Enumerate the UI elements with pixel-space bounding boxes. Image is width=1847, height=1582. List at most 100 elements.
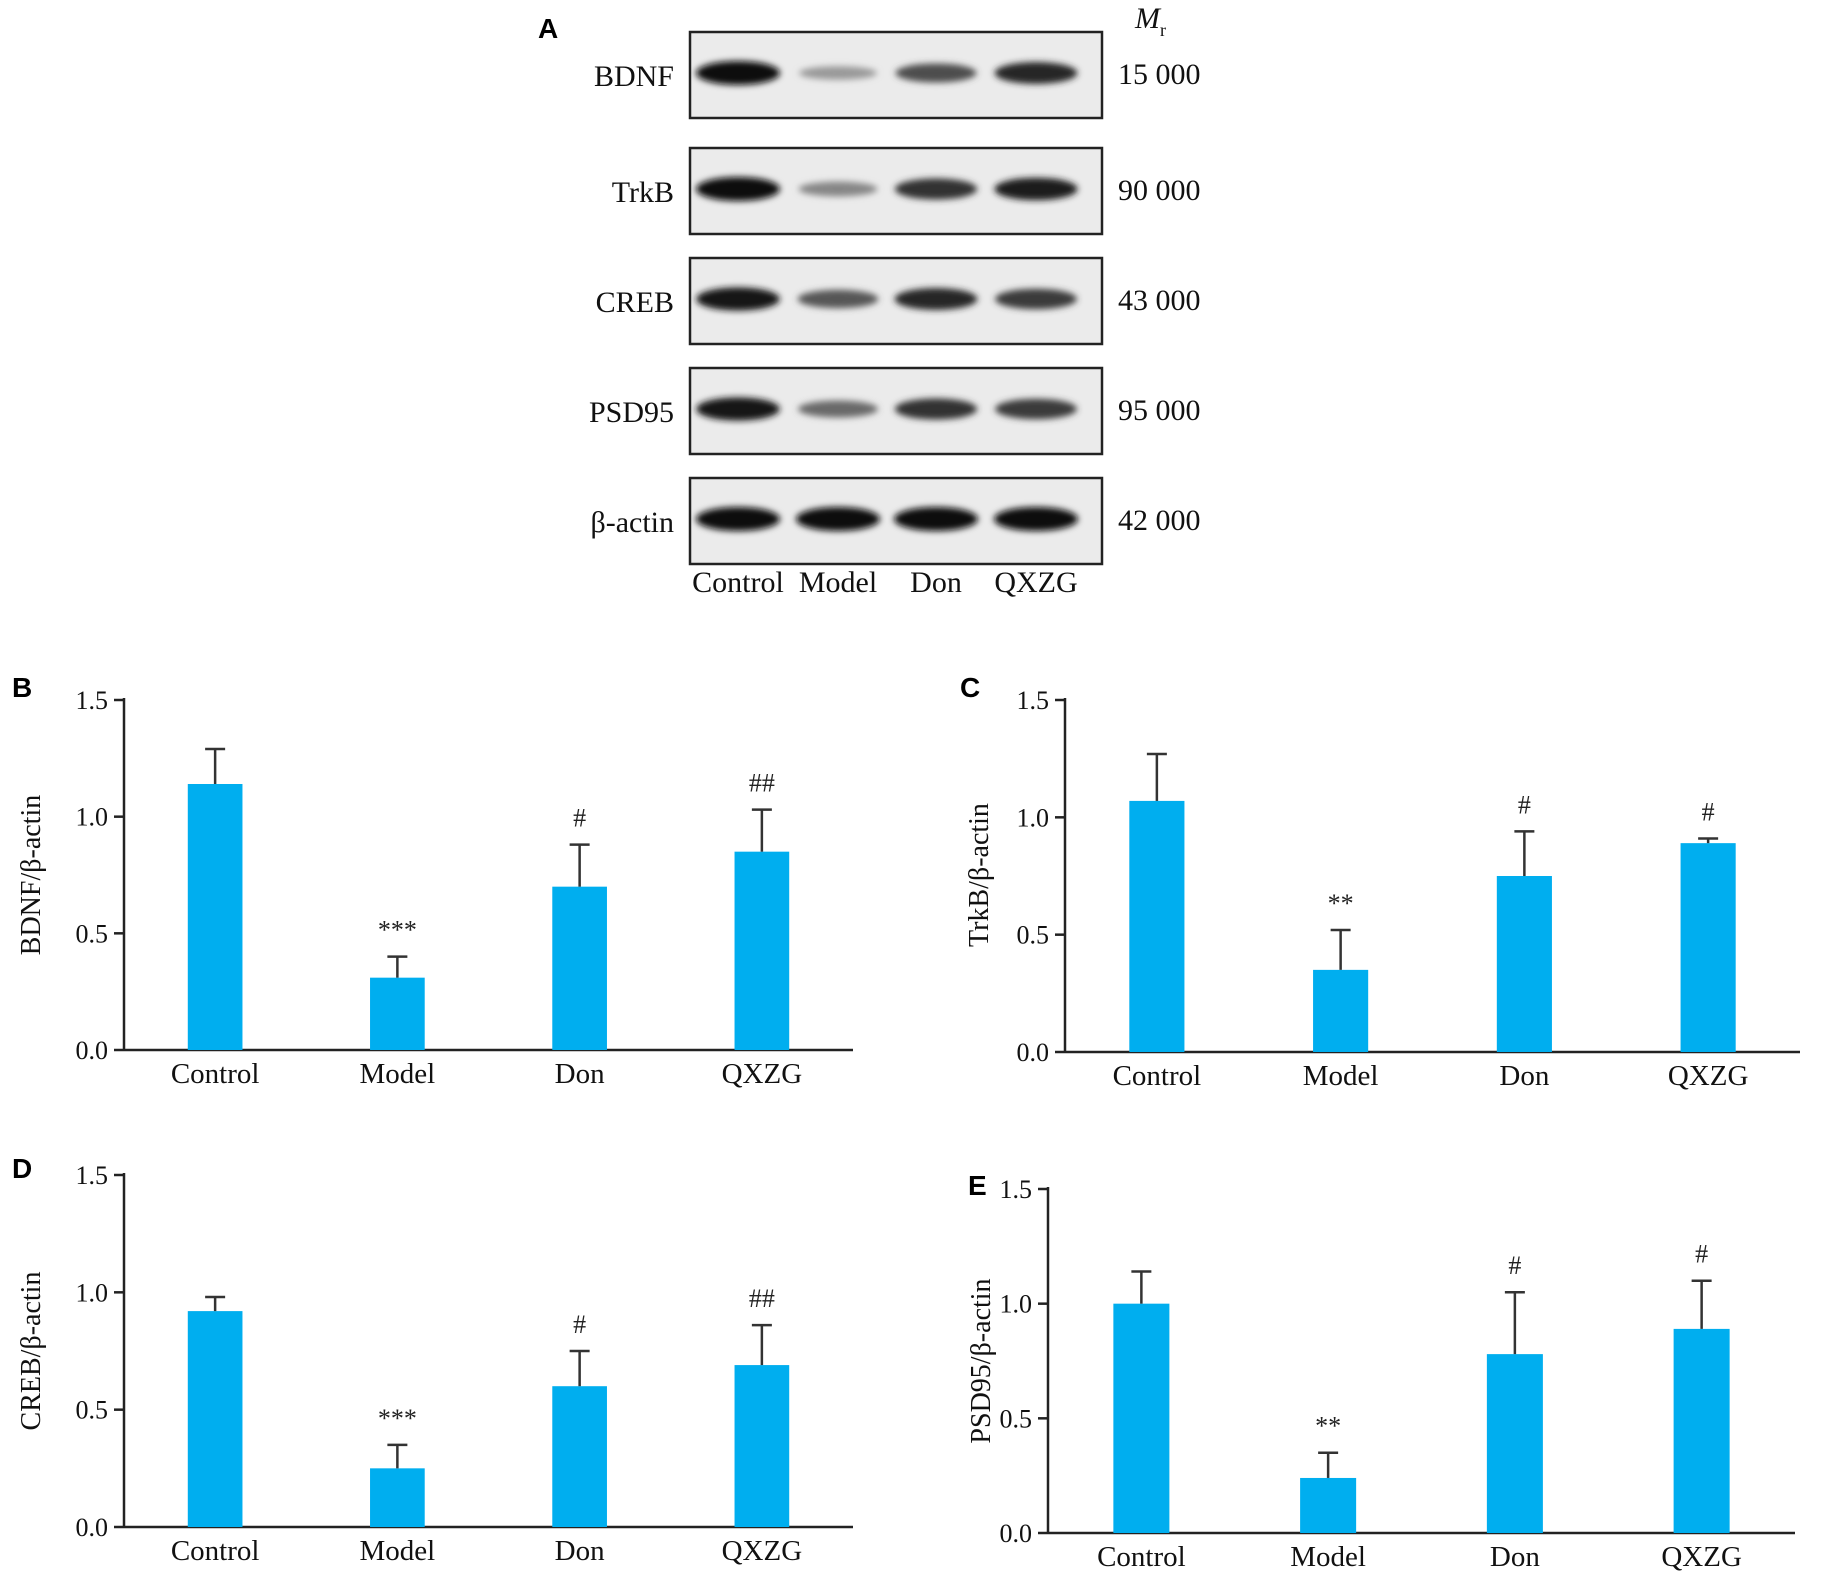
x-category-label-don: Don (1499, 1060, 1549, 1092)
panel-letter: E (968, 1170, 987, 1201)
blot-protein-label: TrkB (612, 176, 674, 209)
chart-bdnf: B 0.0 0.5 1.0 1.5 BDNF/β-actin Control *** Model… (12, 672, 853, 1090)
blot-band (894, 178, 978, 200)
x-category-label-control: Control (171, 1535, 260, 1567)
blot-row-beta-actin: β-actin 42 000 (590, 476, 1201, 566)
y-tick-label: 1.0 (76, 1278, 109, 1307)
bar-don (1496, 876, 1552, 1052)
blot-band (798, 400, 878, 418)
blot-band (995, 288, 1077, 310)
x-category-label-qxzg: QXZG (722, 1535, 803, 1567)
significance-label: *** (378, 916, 417, 945)
x-category-label-don: Don (555, 1535, 605, 1567)
blot-band (894, 398, 978, 420)
blot-row-bdnf: BDNF 15 000 (594, 30, 1201, 120)
significance-label: *** (378, 1404, 417, 1433)
bar-don (552, 886, 607, 1050)
blot-band (894, 507, 978, 531)
y-tick-label: 0.0 (76, 1036, 109, 1065)
chart-psd95: E 0.0 0.5 1.0 1.5 PSD95/β-actin Control ** Model… (966, 1170, 1795, 1573)
blot-band (798, 181, 878, 197)
blot-band (696, 397, 780, 421)
significance-label: # (1695, 1240, 1708, 1269)
blot-band (894, 288, 978, 310)
significance-label: # (1508, 1251, 1521, 1280)
blot-band (696, 287, 780, 311)
y-axis-title: TrkB/β-actin (964, 803, 995, 947)
blot-lane-label-control: Control (692, 566, 784, 599)
x-category-label-don: Don (1490, 1541, 1540, 1573)
x-category-label-qxzg: QXZG (1661, 1541, 1742, 1573)
blot-row-psd95: PSD95 95 000 (589, 366, 1201, 456)
mr-subscript: r (1160, 20, 1166, 40)
blot-band (995, 398, 1077, 420)
y-axis-title: CREB/β-actin (16, 1272, 47, 1431)
x-category-label-control: Control (171, 1058, 260, 1090)
blot-protein-label: β-actin (590, 506, 674, 539)
significance-label: ** (1315, 1412, 1341, 1441)
blot-mr-value: 15 000 (1118, 58, 1201, 91)
significance-label: # (1702, 797, 1715, 826)
blot-rows: BDNF 15 000 TrkB 90 000 CREB 43 000 PSD95 95 00… (589, 30, 1201, 566)
y-tick-label: 1.5 (76, 1161, 109, 1190)
bar-qxzg (734, 851, 790, 1050)
bar-qxzg (734, 1365, 790, 1527)
blot-mr-value: 43 000 (1118, 284, 1201, 317)
bar-control (1129, 800, 1185, 1052)
x-category-label-model: Model (1290, 1541, 1366, 1573)
x-category-label-model: Model (360, 1058, 436, 1090)
blot-protein-label: CREB (596, 286, 674, 319)
bar-model (1300, 1477, 1357, 1533)
blot-band (799, 66, 877, 80)
x-category-label-model: Model (360, 1535, 436, 1567)
blot-band (696, 61, 780, 85)
x-category-label-model: Model (1303, 1060, 1379, 1092)
bar-control (1113, 1303, 1170, 1533)
significance-label: # (573, 1310, 586, 1339)
y-tick-label: 1.5 (1017, 686, 1050, 715)
blot-lane-label-don: Don (910, 566, 962, 599)
blot-band (797, 289, 879, 309)
significance-label: ** (1328, 889, 1354, 918)
significance-label: ## (749, 769, 775, 798)
blot-lane-label-qxzg: QXZG (994, 566, 1077, 599)
chart-trkb: C 0.0 0.5 1.0 1.5 TrkB/β-actin Control ** Model #… (960, 672, 1800, 1092)
y-tick-label: 1.5 (76, 686, 109, 715)
blot-band (696, 177, 780, 201)
panel-letter-a: A (538, 13, 558, 44)
bar-don (552, 1386, 607, 1527)
y-tick-label: 0.5 (76, 919, 109, 948)
blot-mr-value: 95 000 (1118, 394, 1201, 427)
blot-band (994, 507, 1078, 531)
y-tick-label: 1.0 (76, 803, 109, 832)
significance-label: # (573, 804, 586, 833)
y-tick-label: 1.5 (1000, 1175, 1033, 1204)
y-tick-label: 0.0 (1000, 1519, 1033, 1548)
significance-label: # (1518, 790, 1531, 819)
blot-lane-label-model: Model (799, 566, 877, 599)
blot-mr-value: 42 000 (1118, 504, 1201, 537)
y-tick-label: 1.0 (1000, 1290, 1033, 1319)
panel-letter: D (12, 1153, 32, 1184)
blot-mr-value: 90 000 (1118, 174, 1201, 207)
y-tick-label: 0.0 (1017, 1038, 1050, 1067)
y-tick-label: 0.5 (1017, 921, 1050, 950)
bar-don (1486, 1354, 1543, 1533)
blot-protein-label: BDNF (594, 60, 674, 93)
bar-model (370, 1468, 425, 1527)
x-category-label-control: Control (1113, 1060, 1202, 1092)
blot-band (895, 63, 977, 83)
blot-band (994, 62, 1078, 84)
bar-qxzg (1673, 1328, 1730, 1533)
blot-protein-label: PSD95 (589, 396, 674, 429)
y-axis-title: PSD95/β-actin (966, 1278, 997, 1443)
bar-qxzg (1680, 843, 1736, 1052)
blot-band (796, 507, 880, 531)
bar-model (370, 977, 425, 1050)
y-axis-title: BDNF/β-actin (16, 795, 47, 955)
y-tick-label: 0.5 (76, 1396, 109, 1425)
blot-band (994, 177, 1078, 201)
mr-label: M (1134, 2, 1162, 35)
panel-letter: B (12, 672, 32, 703)
